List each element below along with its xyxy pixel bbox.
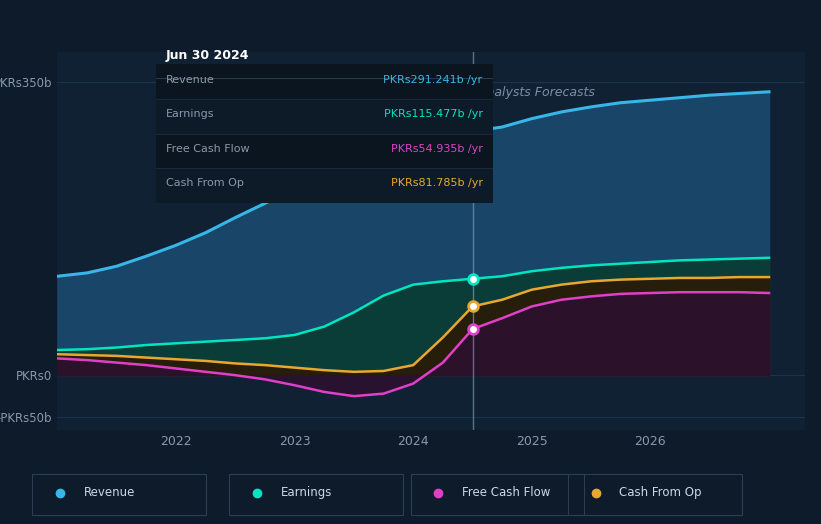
- Text: Revenue: Revenue: [84, 486, 135, 499]
- Bar: [156, 168, 493, 203]
- Text: PKRs291.241b /yr: PKRs291.241b /yr: [383, 75, 483, 85]
- Text: Cash From Op: Cash From Op: [619, 486, 702, 499]
- Text: Past: Past: [440, 86, 466, 99]
- Text: Earnings: Earnings: [166, 110, 214, 119]
- Text: Jun 30 2024: Jun 30 2024: [166, 49, 250, 62]
- Bar: [156, 134, 493, 168]
- Bar: [156, 99, 493, 134]
- Text: PKRs54.935b /yr: PKRs54.935b /yr: [391, 144, 483, 154]
- Text: Free Cash Flow: Free Cash Flow: [461, 486, 550, 499]
- Text: Free Cash Flow: Free Cash Flow: [166, 144, 250, 154]
- Text: Cash From Op: Cash From Op: [166, 179, 244, 189]
- Text: Analysts Forecasts: Analysts Forecasts: [479, 86, 595, 99]
- Bar: [156, 64, 493, 99]
- Text: Earnings: Earnings: [281, 486, 332, 499]
- Text: PKRs115.477b /yr: PKRs115.477b /yr: [383, 110, 483, 119]
- Text: Revenue: Revenue: [166, 75, 215, 85]
- Text: PKRs81.785b /yr: PKRs81.785b /yr: [391, 179, 483, 189]
